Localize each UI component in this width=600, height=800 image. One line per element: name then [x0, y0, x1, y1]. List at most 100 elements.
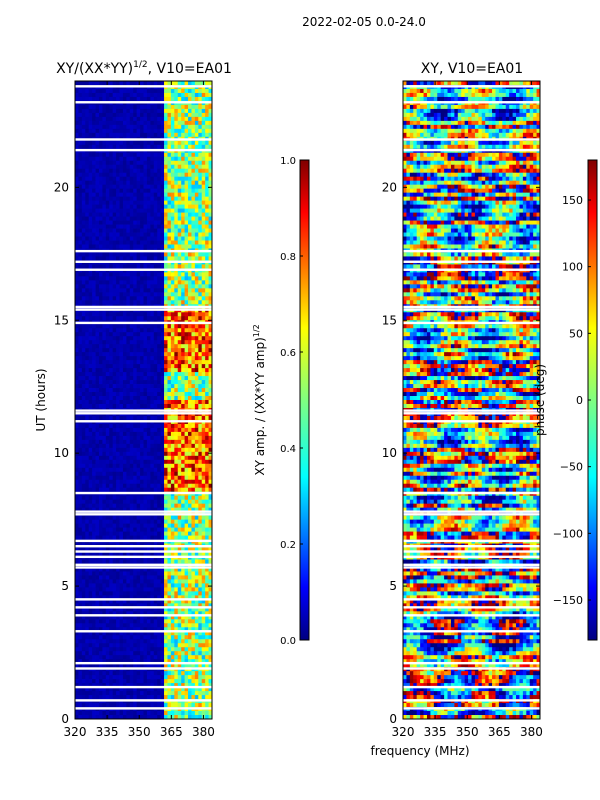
heatmap-cell	[177, 276, 182, 281]
heatmap-cell	[78, 164, 83, 170]
heatmap-cell	[184, 435, 189, 441]
heatmap-cell	[146, 324, 151, 329]
heatmap-cell	[188, 140, 192, 146]
heatmap-cell	[116, 479, 120, 485]
heatmap-cell	[194, 336, 199, 341]
heatmap-cell	[181, 312, 185, 317]
heatmap-cell	[205, 427, 209, 433]
heatmap-cell	[88, 124, 93, 130]
heatmap-cell	[109, 475, 114, 481]
heatmap-cell	[122, 164, 127, 170]
heatmap-cell	[136, 284, 141, 289]
heatmap-cell	[119, 427, 124, 433]
heatmap-cell	[112, 392, 117, 397]
heatmap-cell	[126, 364, 131, 369]
heatmap-cell	[184, 208, 189, 213]
heatmap-cell	[119, 104, 124, 110]
heatmap-cell	[140, 204, 144, 209]
heatmap-cell	[143, 467, 148, 473]
heatmap-cell	[146, 180, 151, 186]
heatmap-cell	[146, 380, 151, 385]
heatmap-cell	[153, 503, 158, 509]
heatmap-cell	[208, 112, 213, 118]
heatmap-cell	[119, 252, 124, 257]
heatmap-cell	[170, 415, 175, 421]
heatmap-cell	[140, 96, 144, 102]
heatmap-cell	[129, 336, 134, 341]
heatmap-cell	[105, 108, 110, 114]
heatmap-cell	[85, 380, 90, 385]
heatmap-cell	[126, 280, 131, 285]
heatmap-cell	[119, 364, 124, 369]
heatmap-cell	[119, 132, 124, 138]
heatmap-cell	[140, 575, 144, 580]
heatmap-cell	[150, 108, 155, 114]
heatmap-cell	[136, 463, 141, 469]
heatmap-cell	[174, 384, 179, 389]
heatmap-cell	[133, 128, 138, 134]
heatmap-cell	[133, 344, 138, 349]
heatmap-cell	[150, 180, 155, 186]
heatmap-cell	[177, 455, 182, 461]
heatmap-cell	[194, 180, 199, 186]
heatmap-cell	[81, 332, 86, 337]
heatmap-cell	[85, 415, 90, 421]
heatmap-cell	[153, 507, 158, 513]
heatmap-cell	[167, 479, 172, 485]
heatmap-cell	[170, 463, 175, 469]
heatmap-cell	[85, 527, 90, 532]
heatmap-cell	[102, 108, 107, 114]
heatmap-cell	[208, 256, 213, 261]
heatmap-cell	[95, 168, 100, 174]
heatmap-cell	[95, 439, 100, 445]
heatmap-cell	[174, 276, 179, 281]
heatmap-cell	[164, 487, 168, 493]
heatmap-cell	[167, 216, 172, 221]
heatmap-cell	[98, 252, 103, 257]
heatmap-cell	[81, 300, 86, 305]
heatmap-cell	[116, 264, 120, 269]
heatmap-cell	[133, 164, 138, 170]
heatmap-cell	[126, 340, 131, 345]
heatmap-cell	[126, 352, 131, 357]
heatmap-cell	[177, 300, 182, 305]
heatmap-cell	[205, 380, 209, 385]
heatmap-cell	[157, 332, 162, 337]
heatmap-cell	[95, 252, 100, 257]
heatmap-cell	[112, 220, 117, 225]
heatmap-cell	[95, 423, 100, 429]
heatmap-cell	[122, 272, 127, 277]
heatmap-cell	[208, 352, 213, 357]
heatmap-cell	[129, 471, 134, 477]
heatmap-cell	[98, 423, 103, 429]
heatmap-cell	[174, 252, 179, 257]
heatmap-cell	[143, 519, 148, 525]
heatmap-cell	[174, 356, 179, 361]
heatmap-cell	[133, 180, 138, 186]
heatmap-cell	[85, 160, 90, 166]
heatmap-cell	[112, 527, 117, 532]
heatmap-cell	[129, 96, 134, 102]
heatmap-cell	[92, 152, 96, 158]
heatmap-cell	[109, 252, 114, 257]
heatmap-cell	[188, 451, 192, 457]
heatmap-cell	[122, 112, 127, 118]
heatmap-cell	[122, 360, 127, 365]
heatmap-cell	[205, 503, 209, 509]
heatmap-cell	[85, 156, 90, 162]
heatmap-cell	[184, 547, 189, 552]
heatmap-cell	[133, 340, 138, 345]
heatmap-cell	[174, 559, 179, 564]
heatmap-cell	[112, 352, 117, 357]
heatmap-cell	[116, 507, 120, 513]
heatmap-cell	[191, 551, 196, 556]
heatmap-cell	[81, 392, 86, 397]
heatmap-cell	[98, 236, 103, 241]
heatmap-cell	[129, 292, 134, 297]
heatmap-cell	[153, 296, 158, 301]
heatmap-cell	[201, 487, 206, 493]
heatmap-cell	[157, 160, 162, 166]
heatmap-cell	[188, 256, 192, 261]
heatmap-cell	[95, 571, 100, 576]
heatmap-cell	[153, 388, 158, 393]
